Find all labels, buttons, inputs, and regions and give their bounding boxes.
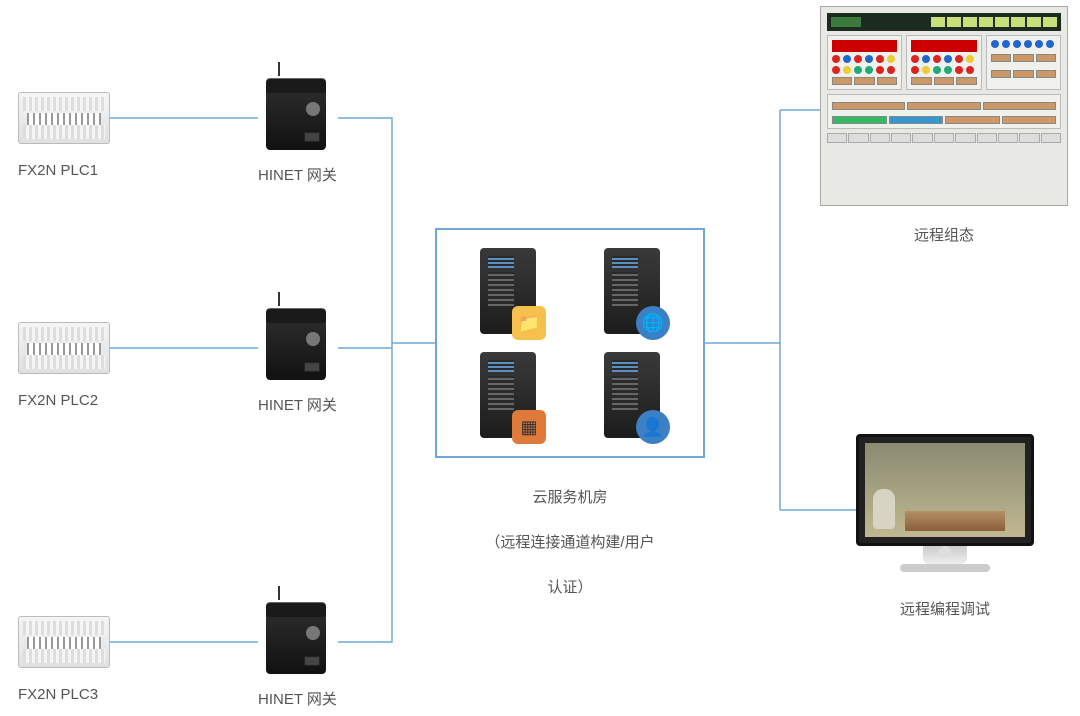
gateway-device-icon <box>258 72 338 158</box>
remote-config-label: 远程组态 <box>820 224 1068 245</box>
plc-label: FX2N PLC2 <box>18 392 110 409</box>
plc-node-1: FX2N PLC1 <box>18 92 110 179</box>
server-user: 👤 <box>575 348 689 442</box>
plc-device-icon <box>18 616 110 668</box>
remote-debug-label: 远程编程调试 <box>856 598 1034 619</box>
globe-icon: 🌐 <box>636 306 670 340</box>
gateway-node-1: HINET 网关 <box>258 72 338 185</box>
server-cluster-box: 📁 🌐 ▦ 👤 <box>435 228 705 458</box>
panel-header <box>827 13 1061 31</box>
remote-config-node: 远程组态 <box>820 6 1068 245</box>
server-tower-icon: ▦ <box>480 352 536 438</box>
server-tower-icon: 🌐 <box>604 248 660 334</box>
folder-icon: 📁 <box>512 306 546 340</box>
plc-node-3: FX2N PLC3 <box>18 616 110 703</box>
plc-device-icon <box>18 322 110 374</box>
server-folder: 📁 <box>451 244 565 338</box>
wire <box>338 118 392 343</box>
monitor <box>856 434 1034 584</box>
control-panel <box>820 6 1068 206</box>
cloud-label-line2: （远程连接通道构建/用户 <box>485 534 654 551</box>
gateway-node-3: HINET 网关 <box>258 596 338 709</box>
plc-label: FX2N PLC1 <box>18 162 110 179</box>
server-firewall: ▦ <box>451 348 565 442</box>
remote-debug-node: 远程编程调试 <box>856 434 1034 619</box>
gateway-label: HINET 网关 <box>258 688 338 709</box>
plc-device-icon <box>18 92 110 144</box>
user-icon: 👤 <box>636 410 670 444</box>
gateway-label: HINET 网关 <box>258 164 338 185</box>
cloud-server-room: 📁 🌐 ▦ 👤 云服务机房 （远程连接通道构建/用户 认证） <box>435 228 705 599</box>
plc-label: FX2N PLC3 <box>18 686 110 703</box>
gateway-node-2: HINET 网关 <box>258 302 338 415</box>
gateway-label: HINET 网关 <box>258 394 338 415</box>
server-tower-icon: 📁 <box>480 248 536 334</box>
wire <box>338 343 392 642</box>
cloud-label-line3: 认证） <box>547 579 592 596</box>
monitor-screen <box>856 434 1034 546</box>
server-tower-icon: 👤 <box>604 352 660 438</box>
server-globe: 🌐 <box>575 244 689 338</box>
gateway-device-icon <box>258 302 338 388</box>
gateway-device-icon <box>258 596 338 682</box>
cloud-label-line1: 云服务机房 <box>532 489 607 506</box>
cloud-label: 云服务机房 （远程连接通道构建/用户 认证） <box>435 464 705 599</box>
firewall-icon: ▦ <box>512 410 546 444</box>
plc-node-2: FX2N PLC2 <box>18 322 110 409</box>
